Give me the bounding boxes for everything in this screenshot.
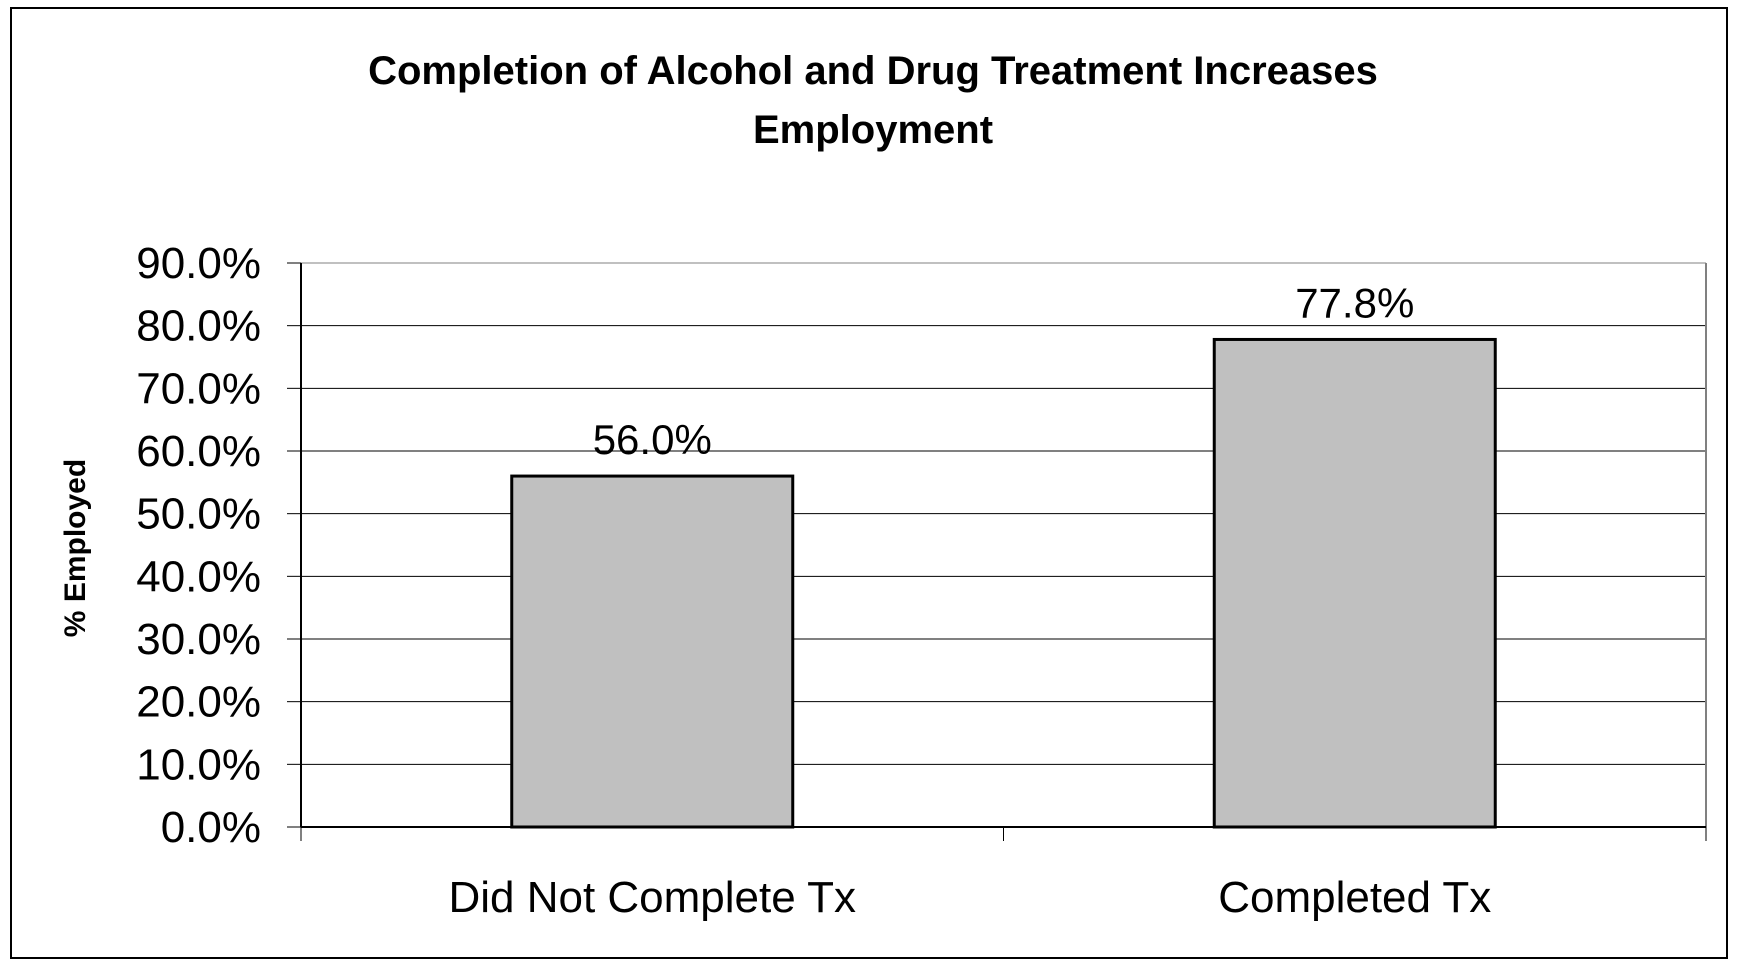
y-tick-label: 20.0% (136, 678, 261, 727)
bar (510, 474, 795, 829)
bar (1212, 337, 1497, 829)
x-category-label: Completed Tx (1218, 873, 1491, 922)
y-tick-label: 40.0% (136, 552, 261, 601)
y-tick-label: 10.0% (136, 740, 261, 789)
y-tick-label: 60.0% (136, 427, 261, 476)
y-tick-label: 30.0% (136, 615, 261, 664)
y-tick-label: 90.0% (136, 239, 261, 288)
y-tick-label: 50.0% (136, 490, 261, 539)
y-tick-label: 70.0% (136, 364, 261, 413)
y-tick-label: 80.0% (136, 302, 261, 351)
x-category-label: Did Not Complete Tx (448, 873, 856, 922)
y-axis-label: % Employed (59, 459, 92, 637)
plot-area: 0.0% 10.0% 20.0% 30.0% 40.0% 50.0% 60.0% 70.0% 8… (136, 239, 1707, 922)
chart-title: Completion of Alcohol and Drug Treatment… (368, 49, 1378, 152)
chart-title-line-2: Employment (753, 108, 993, 152)
chart-title-line-1: Completion of Alcohol and Drug Treatment… (368, 49, 1378, 93)
data-label: 77.8% (1295, 279, 1414, 326)
data-label: 56.0% (593, 416, 712, 463)
y-tick-label: 0.0% (161, 803, 261, 852)
